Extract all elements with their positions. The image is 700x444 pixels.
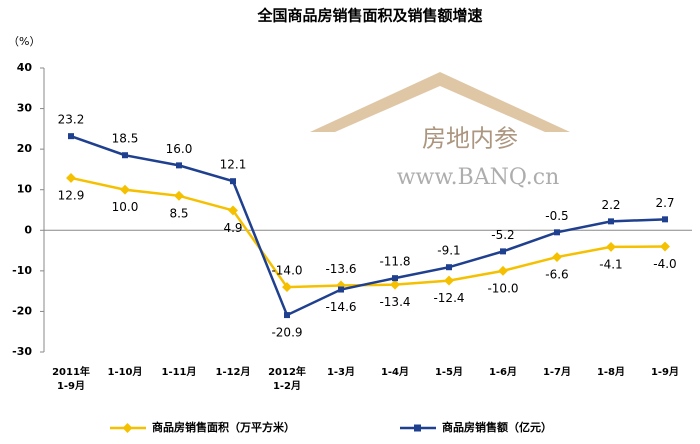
point [338, 286, 344, 293]
x-tick-label: 1-7月 [542, 367, 572, 378]
point [122, 152, 128, 159]
point [446, 264, 452, 271]
legend-label: 商品房销售面积（万平方米） [152, 420, 295, 434]
x-tick-label: 1-3月 [326, 367, 356, 378]
legend-marker [414, 424, 421, 432]
point [228, 205, 238, 216]
legend-marker [122, 423, 133, 433]
data-label: -14.0 [271, 264, 302, 278]
data-label: -14.6 [325, 300, 356, 314]
data-label: 12.1 [220, 158, 247, 172]
data-label: 23.2 [58, 113, 85, 127]
point [68, 133, 74, 140]
data-label: 4.9 [223, 221, 242, 235]
point [392, 275, 398, 282]
data-label: -12.4 [433, 291, 464, 305]
x-tick-label: 1-8月 [596, 367, 626, 378]
data-label: 18.5 [112, 132, 139, 146]
x-tick-label: 1-12月 [215, 367, 251, 378]
x-tick-label: 1-6月 [488, 367, 518, 378]
data-label: -13.4 [379, 295, 410, 309]
point [390, 279, 400, 290]
x-tick-label: 1-10月 [107, 367, 143, 378]
point [554, 229, 560, 236]
point [66, 172, 76, 183]
point [608, 218, 614, 225]
x-tick-label: 1-5月 [434, 367, 464, 378]
point [174, 190, 184, 201]
data-label: 16.0 [166, 142, 193, 156]
data-label: 12.9 [58, 188, 85, 202]
x-tick-label: 1-4月 [380, 367, 410, 378]
y-tick-label: 20 [17, 142, 33, 155]
y-tick-label: -30 [12, 345, 32, 358]
y-tick-label: -10 [12, 264, 32, 277]
data-label: 8.5 [169, 206, 188, 220]
y-tick-label: 40 [17, 61, 33, 74]
data-label: -9.1 [437, 244, 460, 258]
point [498, 265, 508, 276]
x-tick-label: 1-9月 [650, 367, 680, 378]
series-line [70, 134, 666, 317]
data-label: -4.0 [653, 257, 676, 271]
data-label: -6.6 [545, 268, 568, 282]
point [660, 241, 670, 252]
data-label: -4.1 [599, 257, 622, 271]
point [176, 162, 182, 169]
x-tick-label: 1-11月 [161, 367, 197, 378]
data-label: 2.7 [655, 196, 674, 210]
series-line [70, 176, 666, 289]
y-tick-label: 30 [17, 102, 33, 115]
data-label: 2.2 [601, 198, 620, 212]
data-label: -0.5 [545, 209, 568, 223]
watermark-roof [310, 72, 570, 132]
point [284, 312, 290, 319]
data-label: -20.9 [271, 326, 302, 340]
point [606, 241, 616, 252]
y-tick-label: -20 [12, 304, 32, 317]
point [120, 184, 130, 195]
data-label: -5.2 [491, 228, 514, 242]
data-label: -11.8 [379, 255, 410, 269]
point [282, 282, 292, 293]
point [500, 248, 506, 255]
watermark: www.BANQ.cn [397, 165, 560, 190]
point [662, 216, 668, 223]
chart-title: 全国商品房销售面积及销售额增速 [256, 7, 482, 25]
data-label: -10.0 [487, 281, 518, 295]
legend-label: 商品房销售额（亿元） [442, 420, 552, 434]
point [444, 275, 454, 286]
point [552, 252, 562, 263]
point [230, 178, 236, 185]
data-label: 10.0 [112, 200, 139, 214]
y-tick-label: 0 [24, 223, 32, 236]
y-tick-label: 10 [17, 183, 33, 196]
watermark: 房地内参 [422, 125, 518, 153]
data-label: -13.6 [325, 262, 356, 276]
y-unit: （%） [8, 35, 40, 48]
x-tick-label: 2011年 1-9月 [52, 367, 90, 392]
x-tick-label: 2012年 1-2月 [268, 367, 306, 392]
